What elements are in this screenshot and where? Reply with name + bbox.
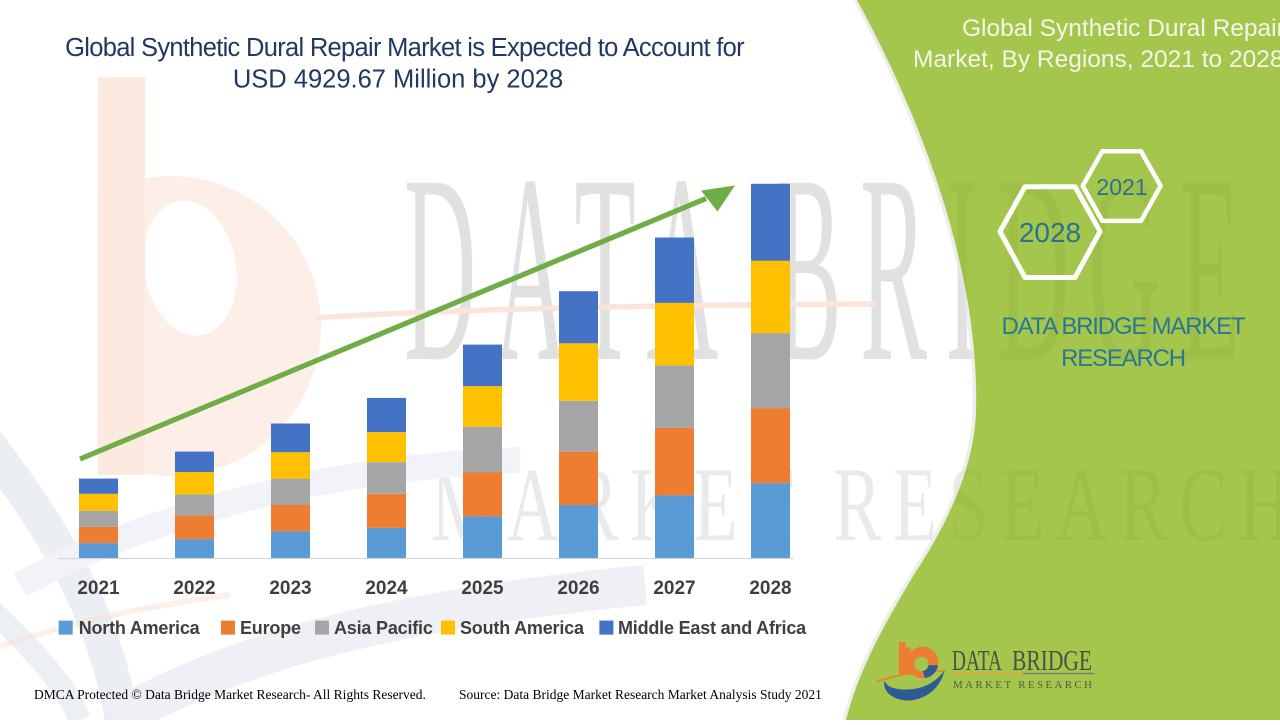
svg-text:South America: South America: [460, 618, 585, 638]
svg-text:2025: 2025: [461, 578, 504, 599]
svg-text:2027: 2027: [653, 578, 695, 599]
svg-text:Global Synthetic Dural Repair: Global Synthetic Dural Repair: [962, 15, 1280, 42]
svg-text:Source: Data Bridge Market Res: Source: Data Bridge Market Research Mark…: [459, 687, 822, 702]
svg-text:2023: 2023: [269, 578, 311, 599]
svg-text:Market, By Regions, 2021 to 20: Market, By Regions, 2021 to 2028: [913, 46, 1280, 73]
svg-text:DATA: DATA: [952, 645, 1002, 677]
svg-text:DATA BRIDGE MARKET: DATA BRIDGE MARKET: [1002, 313, 1246, 340]
svg-text:2028: 2028: [749, 578, 791, 599]
svg-text:BRIDGE: BRIDGE: [1012, 645, 1092, 677]
svg-text:USD 4929.67 Million by 2028: USD 4929.67 Million by 2028: [233, 66, 563, 94]
svg-text:RESEARCH: RESEARCH: [1061, 345, 1185, 372]
svg-text:2026: 2026: [557, 578, 599, 599]
svg-text:MARKET RESEARCH: MARKET RESEARCH: [953, 679, 1092, 691]
svg-text:Asia Pacific: Asia Pacific: [334, 618, 433, 638]
svg-text:2024: 2024: [365, 578, 408, 599]
svg-text:North America: North America: [79, 618, 201, 638]
svg-text:Global Synthetic Dural Repair: Global Synthetic Dural Repair Market is …: [65, 34, 745, 62]
svg-text:2028: 2028: [1019, 217, 1081, 248]
svg-text:2021: 2021: [77, 578, 120, 599]
svg-text:Europe: Europe: [240, 618, 301, 638]
svg-text:2022: 2022: [173, 578, 215, 599]
svg-text:2021: 2021: [1096, 174, 1147, 200]
svg-text:Middle East and Africa: Middle East and Africa: [618, 618, 807, 638]
svg-text:DMCA Protected © Data Bridge M: DMCA Protected © Data Bridge Market Rese…: [34, 687, 426, 702]
